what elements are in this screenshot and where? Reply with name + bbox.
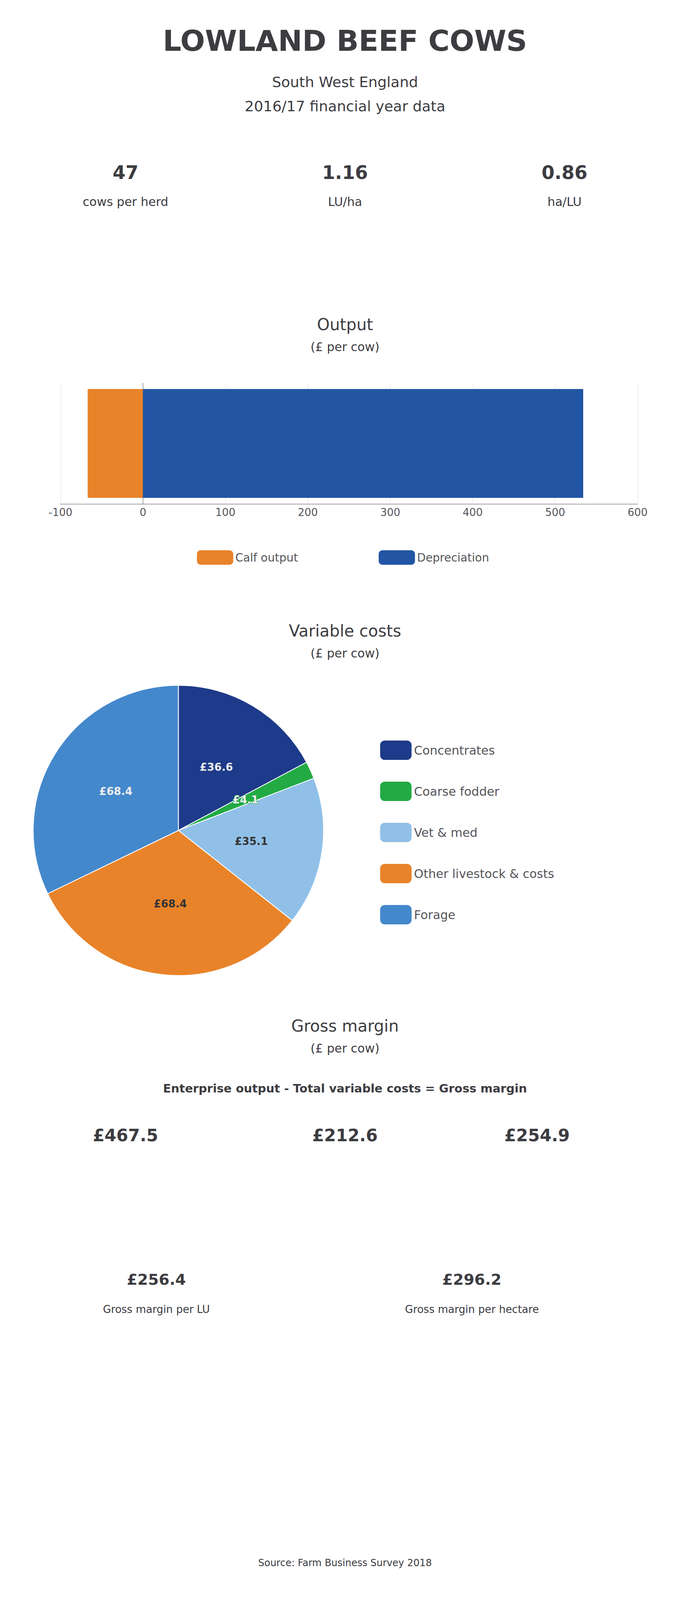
svg-text:Gross margin per hectare: Gross margin per hectare	[404, 1303, 539, 1316]
svg-text:200: 200	[297, 506, 318, 519]
svg-text:Forage: Forage	[414, 908, 456, 923]
svg-text:£68.4: £68.4	[153, 898, 187, 911]
svg-text:100: 100	[215, 506, 236, 519]
svg-text:Gross margin per LU: Gross margin per LU	[102, 1303, 210, 1316]
svg-text:(£ per cow): (£ per cow)	[310, 339, 380, 355]
svg-text:ha/LU: ha/LU	[547, 194, 582, 209]
svg-text:(£ per cow): (£ per cow)	[310, 646, 380, 661]
svg-text:2016/17 financial year data: 2016/17 financial year data	[244, 98, 446, 115]
svg-text:LOWLAND BEEF COWS: LOWLAND BEEF COWS	[162, 23, 528, 58]
svg-text:Variable costs: Variable costs	[288, 621, 402, 641]
svg-text:£35.1: £35.1	[234, 835, 268, 848]
svg-text:£36.6: £36.6	[199, 761, 233, 774]
svg-text:600: 600	[627, 506, 648, 519]
svg-text:0: 0	[139, 506, 147, 519]
svg-text:300: 300	[380, 506, 401, 519]
svg-text:400: 400	[462, 506, 483, 519]
svg-text:Vet & med: Vet & med	[414, 825, 478, 841]
svg-text:£254.9: £254.9	[504, 1125, 570, 1146]
svg-text:£68.4: £68.4	[99, 785, 133, 798]
svg-text:Source: Farm Business Survey 2: Source: Farm Business Survey 2018	[258, 1557, 432, 1570]
svg-text:Concentrates: Concentrates	[414, 743, 496, 758]
svg-text:Coarse fodder: Coarse fodder	[414, 784, 500, 799]
svg-text:0.86: 0.86	[541, 161, 588, 184]
svg-text:£212.6: £212.6	[312, 1125, 378, 1146]
svg-text:£296.2: £296.2	[442, 1271, 502, 1289]
svg-text:LU/ha: LU/ha	[327, 194, 363, 209]
svg-text:(£ per cow): (£ per cow)	[310, 1041, 380, 1056]
svg-text:1.16: 1.16	[322, 161, 369, 184]
svg-text:500: 500	[545, 506, 566, 519]
svg-text:47: 47	[112, 161, 139, 184]
svg-text:South West England: South West England	[271, 73, 418, 91]
svg-text:Depreciation: Depreciation	[417, 551, 490, 565]
svg-text:-100: -100	[48, 506, 73, 519]
svg-text:£467.5: £467.5	[92, 1125, 159, 1146]
svg-text:Output: Output	[316, 315, 374, 334]
svg-text:Calf output: Calf output	[235, 551, 299, 565]
svg-text:£256.4: £256.4	[126, 1271, 186, 1289]
svg-text:Enterprise output - Total vari: Enterprise output - Total variable costs…	[162, 1082, 527, 1096]
svg-text:£4.1: £4.1	[232, 794, 259, 807]
svg-text:Gross margin: Gross margin	[291, 1017, 399, 1036]
svg-text:cows per herd: cows per herd	[82, 194, 169, 209]
svg-text:Other livestock & costs: Other livestock & costs	[414, 867, 555, 882]
